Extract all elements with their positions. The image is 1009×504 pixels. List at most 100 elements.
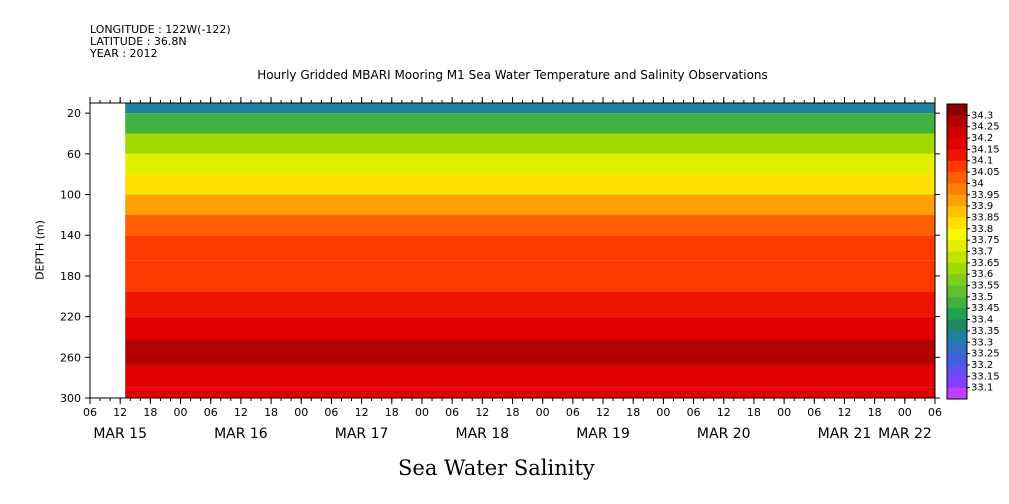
colorbar-swatch — [947, 228, 967, 241]
heatmap-band — [125, 316, 936, 340]
x-tick-label: 18 — [626, 406, 640, 419]
x-date-label: MAR 17 — [335, 426, 389, 442]
x-tick-label: 18 — [143, 406, 157, 419]
colorbar-label: 33.55 — [971, 281, 1000, 292]
heatmap-band — [125, 291, 936, 317]
x-tick-label: 06 — [687, 406, 701, 419]
colorbar-label: 33.25 — [971, 349, 1000, 360]
heatmap-band — [125, 133, 936, 154]
heatmap-band — [125, 387, 936, 398]
colorbar-swatch — [947, 353, 967, 366]
heatmap-band — [125, 174, 936, 195]
heatmap-band — [125, 153, 936, 175]
heatmap-band — [125, 260, 936, 292]
colorbar-label: 33.35 — [971, 326, 1000, 337]
x-tick-label: 06 — [445, 406, 459, 419]
colorbar-label: 34.25 — [971, 122, 1000, 133]
longitude-label: LONGITUDE : 122W(-122) — [90, 23, 231, 36]
x-tick-label: 06 — [807, 406, 821, 419]
x-tick-label: 06 — [324, 406, 338, 419]
colorbar-swatch — [947, 183, 967, 196]
x-date-label: MAR 16 — [214, 426, 268, 442]
heatmap-band — [125, 339, 936, 365]
x-tick-label: 18 — [747, 406, 761, 419]
x-tick-label: 00 — [898, 406, 912, 419]
colorbar-label: 34 — [971, 178, 984, 189]
x-date-label: MAR 18 — [455, 426, 509, 442]
latitude-label: LATITUDE : 36.8N — [90, 35, 187, 48]
y-tick-label: 260 — [60, 351, 81, 364]
x-date-label: MAR 20 — [697, 426, 751, 442]
x-tick-label: 00 — [174, 406, 188, 419]
colorbar-swatch — [947, 342, 967, 355]
colorbar-label: 33.75 — [971, 235, 1000, 246]
colorbar-label: 34.2 — [971, 133, 993, 144]
x-date-label: MAR 22 — [878, 426, 932, 442]
colorbar-swatch — [947, 172, 967, 184]
x-tick-label: 12 — [234, 406, 248, 419]
colorbar-label: 34.3 — [971, 110, 993, 121]
colorbar-swatch — [947, 160, 967, 173]
colorbar-swatch — [947, 217, 967, 230]
colorbar-label: 33.15 — [971, 371, 1000, 382]
heatmap-band — [125, 194, 936, 215]
colorbar-swatch — [947, 308, 967, 321]
heatmap-band — [125, 235, 936, 261]
colorbar-swatch — [947, 364, 967, 377]
colorbar-swatch — [947, 387, 967, 400]
y-tick-label: 140 — [60, 229, 81, 242]
x-tick-label: 18 — [506, 406, 520, 419]
y-tick-label: 20 — [67, 107, 81, 120]
y-tick-label: 100 — [60, 189, 81, 202]
colorbar-swatch — [947, 330, 967, 343]
x-date-label: MAR 15 — [93, 426, 147, 442]
year-label: YEAR : 2012 — [90, 47, 158, 60]
heatmap-band — [125, 113, 936, 134]
colorbar-label: 33.5 — [971, 292, 993, 303]
colorbar-label: 33.2 — [971, 360, 993, 371]
colorbar-label: 33.8 — [971, 224, 993, 235]
x-date-label: MAR 21 — [818, 426, 872, 442]
x-tick-label: 18 — [385, 406, 399, 419]
colorbar-swatch — [947, 296, 967, 309]
colorbar-swatch — [947, 262, 967, 275]
colorbar-label: 33.6 — [971, 269, 993, 280]
x-tick-label: 12 — [475, 406, 489, 419]
y-tick-label: 180 — [60, 270, 81, 283]
x-tick-label: 00 — [777, 406, 791, 419]
x-tick-label: 00 — [656, 406, 670, 419]
x-tick-label: 06 — [928, 406, 942, 419]
colorbar-label: 33.65 — [971, 258, 1000, 269]
colorbar-swatch — [947, 274, 967, 287]
colorbar-swatch — [947, 194, 967, 207]
colorbar-swatch — [947, 240, 967, 252]
x-tick-label: 06 — [204, 406, 218, 419]
colorbar-label: 34.1 — [971, 156, 993, 167]
y-tick-label: 300 — [60, 392, 81, 405]
chart-title: Hourly Gridded MBARI Mooring M1 Sea Wate… — [257, 68, 768, 82]
colorbar-swatch — [947, 149, 967, 162]
heatmap-band — [125, 364, 936, 388]
x-tick-label: 00 — [415, 406, 429, 419]
x-tick-label: 00 — [536, 406, 550, 419]
colorbar-swatch — [947, 115, 967, 128]
x-tick-label: 18 — [868, 406, 882, 419]
x-axis-title: Sea Water Salinity — [398, 456, 595, 480]
colorbar-label: 34.15 — [971, 144, 1000, 155]
colorbar-label: 33.45 — [971, 303, 1000, 314]
colorbar-swatch — [947, 251, 967, 264]
colorbar-swatch — [947, 206, 967, 218]
x-tick-label: 06 — [83, 406, 97, 419]
colorbar-swatch — [947, 285, 967, 298]
colorbar-label: 33.7 — [971, 247, 993, 258]
x-tick-label: 12 — [355, 406, 369, 419]
x-date-label: MAR 19 — [576, 426, 630, 442]
y-tick-label: 220 — [60, 311, 81, 324]
x-tick-label: 00 — [294, 406, 308, 419]
colorbar-label: 33.95 — [971, 190, 1000, 201]
heatmap-band — [125, 103, 936, 114]
x-tick-label: 12 — [717, 406, 731, 419]
heatmap-band — [125, 214, 936, 236]
colorbar-label: 33.9 — [971, 201, 993, 212]
